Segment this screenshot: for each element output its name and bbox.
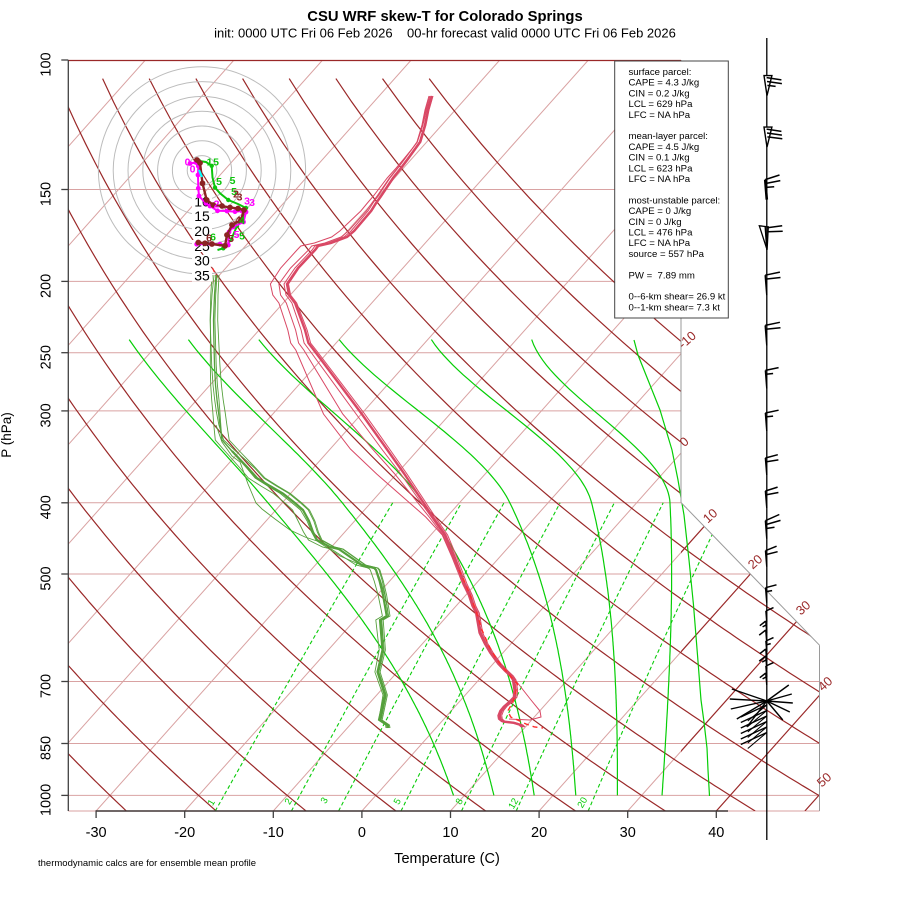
svg-text:PW = 7.89 mm: PW = 7.89 mm	[629, 270, 695, 281]
svg-text:2: 2	[283, 797, 295, 807]
svg-text:LCL = 623 hPa: LCL = 623 hPa	[629, 163, 694, 174]
svg-text:Temperature (C): Temperature (C)	[394, 851, 500, 867]
svg-text:5: 5	[213, 157, 219, 169]
svg-text:5: 5	[228, 233, 234, 245]
svg-text:3: 3	[249, 197, 255, 209]
svg-text:LCL = 629 hPa: LCL = 629 hPa	[629, 99, 694, 110]
svg-text:0: 0	[358, 825, 366, 841]
svg-text:2: 2	[214, 199, 220, 211]
svg-text:12: 12	[506, 796, 521, 811]
svg-text:CAPE = 0 J/kg: CAPE = 0 J/kg	[629, 206, 692, 217]
svg-text:6: 6	[206, 233, 212, 245]
svg-text:400: 400	[38, 495, 54, 519]
svg-text:5: 5	[392, 797, 404, 807]
svg-text:4: 4	[239, 215, 245, 227]
svg-text:0: 0	[185, 157, 191, 169]
svg-text:500: 500	[38, 566, 54, 590]
svg-text:4: 4	[235, 215, 241, 227]
svg-text:200: 200	[38, 274, 54, 298]
svg-text:-20: -20	[174, 825, 195, 841]
svg-text:0--6-km shear= 26.9 kt: 0--6-km shear= 26.9 kt	[629, 292, 726, 303]
svg-text:most-unstable parcel:: most-unstable parcel:	[629, 195, 721, 206]
svg-text:1: 1	[207, 157, 213, 169]
svg-text:2: 2	[233, 189, 239, 201]
svg-text:mean-layer parcel:: mean-layer parcel:	[629, 131, 708, 142]
svg-text:5: 5	[230, 175, 236, 187]
svg-text:10: 10	[442, 825, 458, 841]
svg-text:8: 8	[454, 797, 466, 807]
svg-text:CIN = 0 J/kg: CIN = 0 J/kg	[629, 217, 682, 228]
svg-text:P (hPa): P (hPa)	[0, 412, 14, 458]
svg-text:5: 5	[239, 231, 245, 243]
svg-text:6: 6	[210, 232, 216, 244]
svg-text:thermodynamic calcs are for en: thermodynamic calcs are for ensemble mea…	[38, 858, 256, 869]
svg-text:3: 3	[319, 796, 331, 806]
svg-text:CAPE = 4.3 J/kg: CAPE = 4.3 J/kg	[629, 78, 700, 89]
svg-text:5: 5	[231, 186, 237, 198]
svg-text:CAPE = 4.5 J/kg: CAPE = 4.5 J/kg	[629, 142, 700, 153]
svg-text:LFC = NA hPa: LFC = NA hPa	[629, 110, 691, 121]
svg-text:init: 0000 UTC Fri 06 Feb 2026: init: 0000 UTC Fri 06 Feb 2026 00-hr for…	[214, 26, 676, 41]
svg-text:35: 35	[194, 267, 210, 283]
svg-text:1000: 1000	[38, 784, 54, 816]
svg-text:250: 250	[38, 345, 54, 369]
svg-text:150: 150	[38, 182, 54, 206]
svg-text:300: 300	[38, 403, 54, 427]
svg-text:CIN = 0.1 J/kg: CIN = 0.1 J/kg	[629, 153, 690, 164]
svg-text:20: 20	[531, 825, 547, 841]
svg-text:15: 15	[194, 208, 210, 224]
svg-text:source = 557 hPa: source = 557 hPa	[629, 249, 705, 260]
svg-text:20: 20	[575, 795, 590, 810]
svg-text:850: 850	[38, 736, 54, 760]
svg-text:20: 20	[194, 223, 210, 239]
svg-text:-30: -30	[86, 825, 107, 841]
svg-text:5: 5	[234, 229, 240, 241]
svg-text:30: 30	[620, 825, 636, 841]
svg-text:0--1-km shear= 7.3 kt: 0--1-km shear= 7.3 kt	[629, 302, 721, 313]
svg-text:1: 1	[206, 798, 218, 808]
svg-text:40: 40	[708, 825, 724, 841]
svg-text:LCL = 476 hPa: LCL = 476 hPa	[629, 228, 694, 239]
svg-text:100: 100	[38, 52, 54, 76]
svg-text:CSU WRF skew-T for Colorado Sp: CSU WRF skew-T for Colorado Springs	[307, 9, 582, 25]
svg-text:700: 700	[38, 674, 54, 698]
svg-text:-10: -10	[263, 825, 284, 841]
svg-text:LFC = NA hPa: LFC = NA hPa	[629, 174, 691, 185]
svg-text:CIN = 0.2 J/kg: CIN = 0.2 J/kg	[629, 88, 690, 99]
svg-text:30: 30	[194, 253, 210, 269]
svg-text:surface parcel:: surface parcel:	[629, 67, 692, 78]
svg-text:5: 5	[216, 176, 222, 188]
svg-text:3: 3	[237, 192, 243, 204]
svg-text:3: 3	[244, 196, 250, 208]
svg-text:0: 0	[190, 164, 196, 176]
svg-text:LFC = NA hPa: LFC = NA hPa	[629, 238, 691, 249]
